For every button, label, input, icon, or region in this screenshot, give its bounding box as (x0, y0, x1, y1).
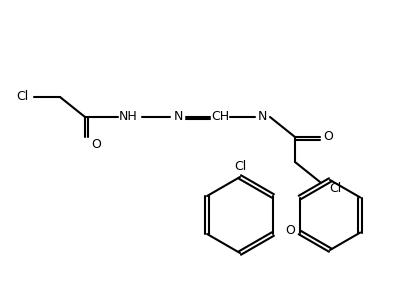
Text: O: O (323, 131, 333, 144)
Text: Cl: Cl (234, 160, 246, 173)
Text: O: O (91, 138, 101, 151)
Text: NH: NH (119, 111, 137, 124)
Text: O: O (285, 224, 295, 237)
Text: N: N (173, 111, 183, 124)
Text: Cl: Cl (329, 182, 341, 195)
Text: Cl: Cl (16, 91, 28, 103)
Text: CH: CH (211, 111, 229, 124)
Text: N: N (257, 111, 267, 124)
